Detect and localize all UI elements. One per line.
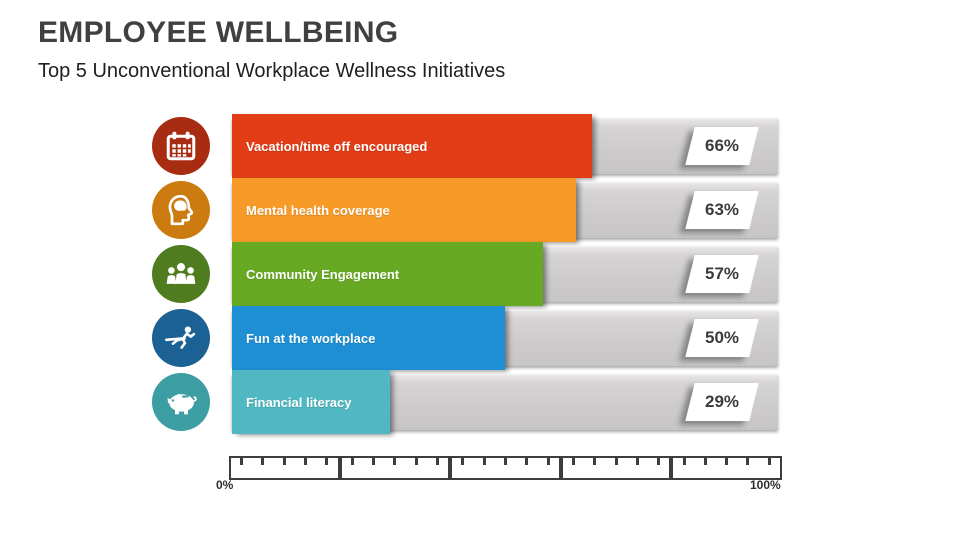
ruler-segment xyxy=(342,458,453,478)
percent-badge: 66% xyxy=(685,127,759,165)
ruler-tick xyxy=(571,458,575,465)
ruler-tick xyxy=(414,458,418,465)
ruler-tick xyxy=(350,458,354,465)
ruler-tick xyxy=(282,458,286,465)
ruler-tick xyxy=(767,458,771,465)
axis-min-label: 0% xyxy=(216,478,234,492)
bar-row: Financial literacy 29% xyxy=(152,370,778,434)
ruler-tick xyxy=(325,458,329,465)
bar-label: Mental health coverage xyxy=(246,202,390,218)
ruler-segment xyxy=(563,458,674,478)
ruler-tick xyxy=(261,458,265,465)
percent-badge: 63% xyxy=(685,191,759,229)
ruler-segment xyxy=(673,458,780,478)
bar: Community Engagement xyxy=(232,242,544,306)
ruler-tick xyxy=(682,458,686,465)
ruler-tick xyxy=(593,458,597,465)
ruler-tick xyxy=(703,458,707,465)
bar-row: Fun at the workplace 50% xyxy=(152,306,778,370)
axis-max-label: 100% xyxy=(750,478,781,492)
bar-label: Financial literacy xyxy=(246,394,352,410)
percent-value: 66% xyxy=(704,136,740,155)
bar-label: Fun at the workplace xyxy=(246,330,376,346)
ruler-tick xyxy=(461,458,465,465)
bar: Fun at the workplace xyxy=(232,306,505,370)
percent-value: 29% xyxy=(704,392,740,411)
ruler-tick xyxy=(436,458,439,465)
ruler-tick xyxy=(482,458,486,465)
bar-row: Community Engagement 57% xyxy=(152,242,778,306)
bar-label: Vacation/time off encouraged xyxy=(246,138,428,154)
ruler-tick xyxy=(525,458,529,465)
bar-chart: Vacation/time off encouraged 66% Mental … xyxy=(152,114,778,434)
ruler-tick xyxy=(393,458,397,465)
ruler-segment xyxy=(452,458,563,478)
ruler-tick xyxy=(746,458,750,465)
ruler-tick xyxy=(304,458,308,465)
bar: Vacation/time off encouraged xyxy=(232,114,593,178)
ruler-tick xyxy=(546,458,550,465)
page-subtitle: Top 5 Unconventional Workplace Wellness … xyxy=(38,60,506,82)
bar-row: Mental health coverage 63% xyxy=(152,178,778,242)
ruler-tick xyxy=(725,458,729,465)
percent-badge: 50% xyxy=(685,319,759,357)
ruler-tick xyxy=(503,458,507,465)
ruler-tick xyxy=(240,458,244,465)
people-group-icon xyxy=(152,245,210,303)
percent-value: 63% xyxy=(704,200,740,219)
percent-value: 57% xyxy=(704,264,740,283)
percent-value: 50% xyxy=(704,328,740,347)
percent-badge: 29% xyxy=(685,383,759,421)
ruler-tick xyxy=(635,458,639,465)
page-title: EMPLOYEE WELLBEING xyxy=(38,16,399,49)
head-brain-icon xyxy=(152,181,210,239)
axis-ruler xyxy=(229,456,782,480)
bar-row: Vacation/time off encouraged 66% xyxy=(152,114,778,178)
calendar-icon xyxy=(152,117,210,175)
bar: Mental health coverage xyxy=(232,178,576,242)
ruler-tick xyxy=(614,458,618,465)
percent-badge: 57% xyxy=(685,255,759,293)
piggy-bank-icon xyxy=(152,373,210,431)
runner-icon xyxy=(152,309,210,367)
ruler-tick xyxy=(372,458,376,465)
ruler-segment xyxy=(231,458,342,478)
ruler-tick xyxy=(657,458,661,465)
bar: Financial literacy xyxy=(232,370,391,434)
bar-label: Community Engagement xyxy=(246,266,400,282)
